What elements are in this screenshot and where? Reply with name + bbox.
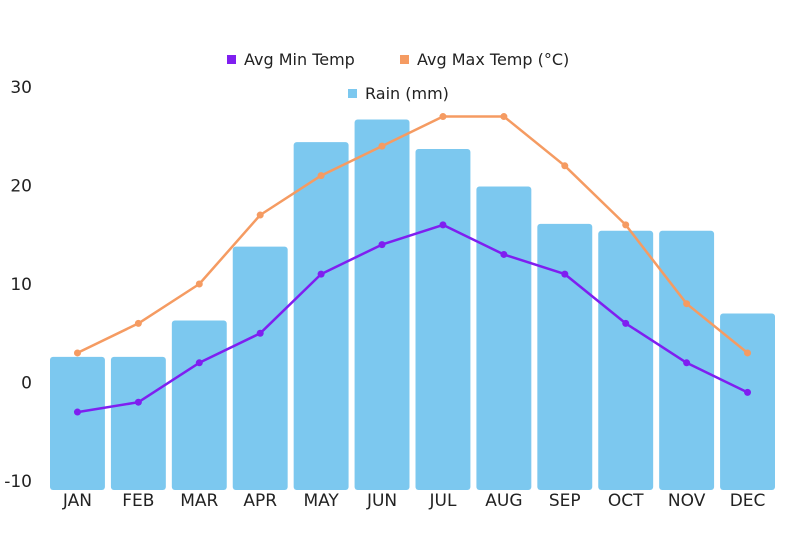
y-axis: 30 20 10 0 -10 [4,78,32,492]
y-tick-label: 20 [10,177,32,197]
point-min-temp-may [317,270,325,278]
line-min-temp [76,223,749,414]
point-max-temp-jan [73,349,81,357]
point-min-temp-jun [378,241,386,249]
x-tick-label: MAY [303,491,339,511]
point-min-temp-jul [439,221,447,229]
bar-rain-mar [171,320,227,490]
x-tick-label: JUN [366,491,397,511]
point-max-temp-aug [500,113,508,121]
point-min-temp-apr [256,329,264,337]
bar-rain-apr [232,246,288,490]
y-tick-label: 30 [10,78,32,98]
point-max-temp-oct [622,221,630,229]
legend-swatch-min-temp [227,55,236,64]
bar-rain-aug [476,186,532,491]
point-min-temp-sep [561,270,569,278]
point-min-temp-oct [622,319,630,327]
bar-rain-feb [110,356,166,490]
x-tick-label: SEP [549,491,581,511]
x-tick-label: APR [243,491,277,511]
bar-rain-dec [720,313,775,490]
point-max-temp-nov [683,300,691,308]
legend-swatch-max-temp [400,55,409,64]
legend-item-max-temp: Avg Max Temp (°C) [400,50,569,69]
point-min-temp-aug [500,250,508,258]
point-max-temp-mar [195,280,203,288]
bar-rain-sep [537,223,593,491]
temperature-lines [73,113,752,416]
legend: Avg Min Temp Avg Max Temp (°C) Rain (mm) [227,50,569,103]
x-axis: JAN FEB MAR APR MAY JUN JUL AUG SEP OCT NOV DEC [62,491,765,511]
point-min-temp-nov [683,359,691,367]
point-min-temp-jan [73,408,81,416]
legend-label-max-temp: Avg Max Temp (°C) [417,50,569,69]
point-max-temp-may [317,172,325,180]
bar-rain-oct [598,230,654,490]
x-tick-label: AUG [485,491,522,511]
point-max-temp-sep [561,162,569,170]
y-tick-label: 10 [10,275,32,295]
point-max-temp-feb [134,319,142,327]
legend-swatch-rain [348,89,357,98]
point-max-temp-jun [378,142,386,150]
legend-label-rain: Rain (mm) [365,84,449,103]
bar-rain-jun [354,119,410,490]
point-min-temp-feb [134,398,142,406]
legend-item-rain: Rain (mm) [348,84,449,103]
point-min-temp-dec [744,388,752,396]
y-tick-label: -10 [4,472,32,492]
x-tick-label: OCT [608,491,644,511]
y-tick-label: 0 [21,374,32,394]
bar-rain-jan [50,356,105,490]
legend-item-min-temp: Avg Min Temp [227,50,355,69]
x-tick-label: MAR [180,491,218,511]
rain-bars [50,119,775,491]
bar-rain-jul [415,149,471,490]
x-tick-label: JAN [62,491,92,511]
point-min-temp-mar [195,359,203,367]
line-max-temp [76,115,749,355]
point-max-temp-apr [256,211,264,219]
bar-rain-may [293,142,349,490]
x-tick-label: DEC [730,491,766,511]
x-tick-label: JUL [428,491,456,511]
point-max-temp-jul [439,113,447,121]
x-tick-label: NOV [668,491,706,511]
point-max-temp-dec [744,349,752,357]
legend-label-min-temp: Avg Min Temp [244,50,355,69]
x-tick-label: FEB [122,491,154,511]
